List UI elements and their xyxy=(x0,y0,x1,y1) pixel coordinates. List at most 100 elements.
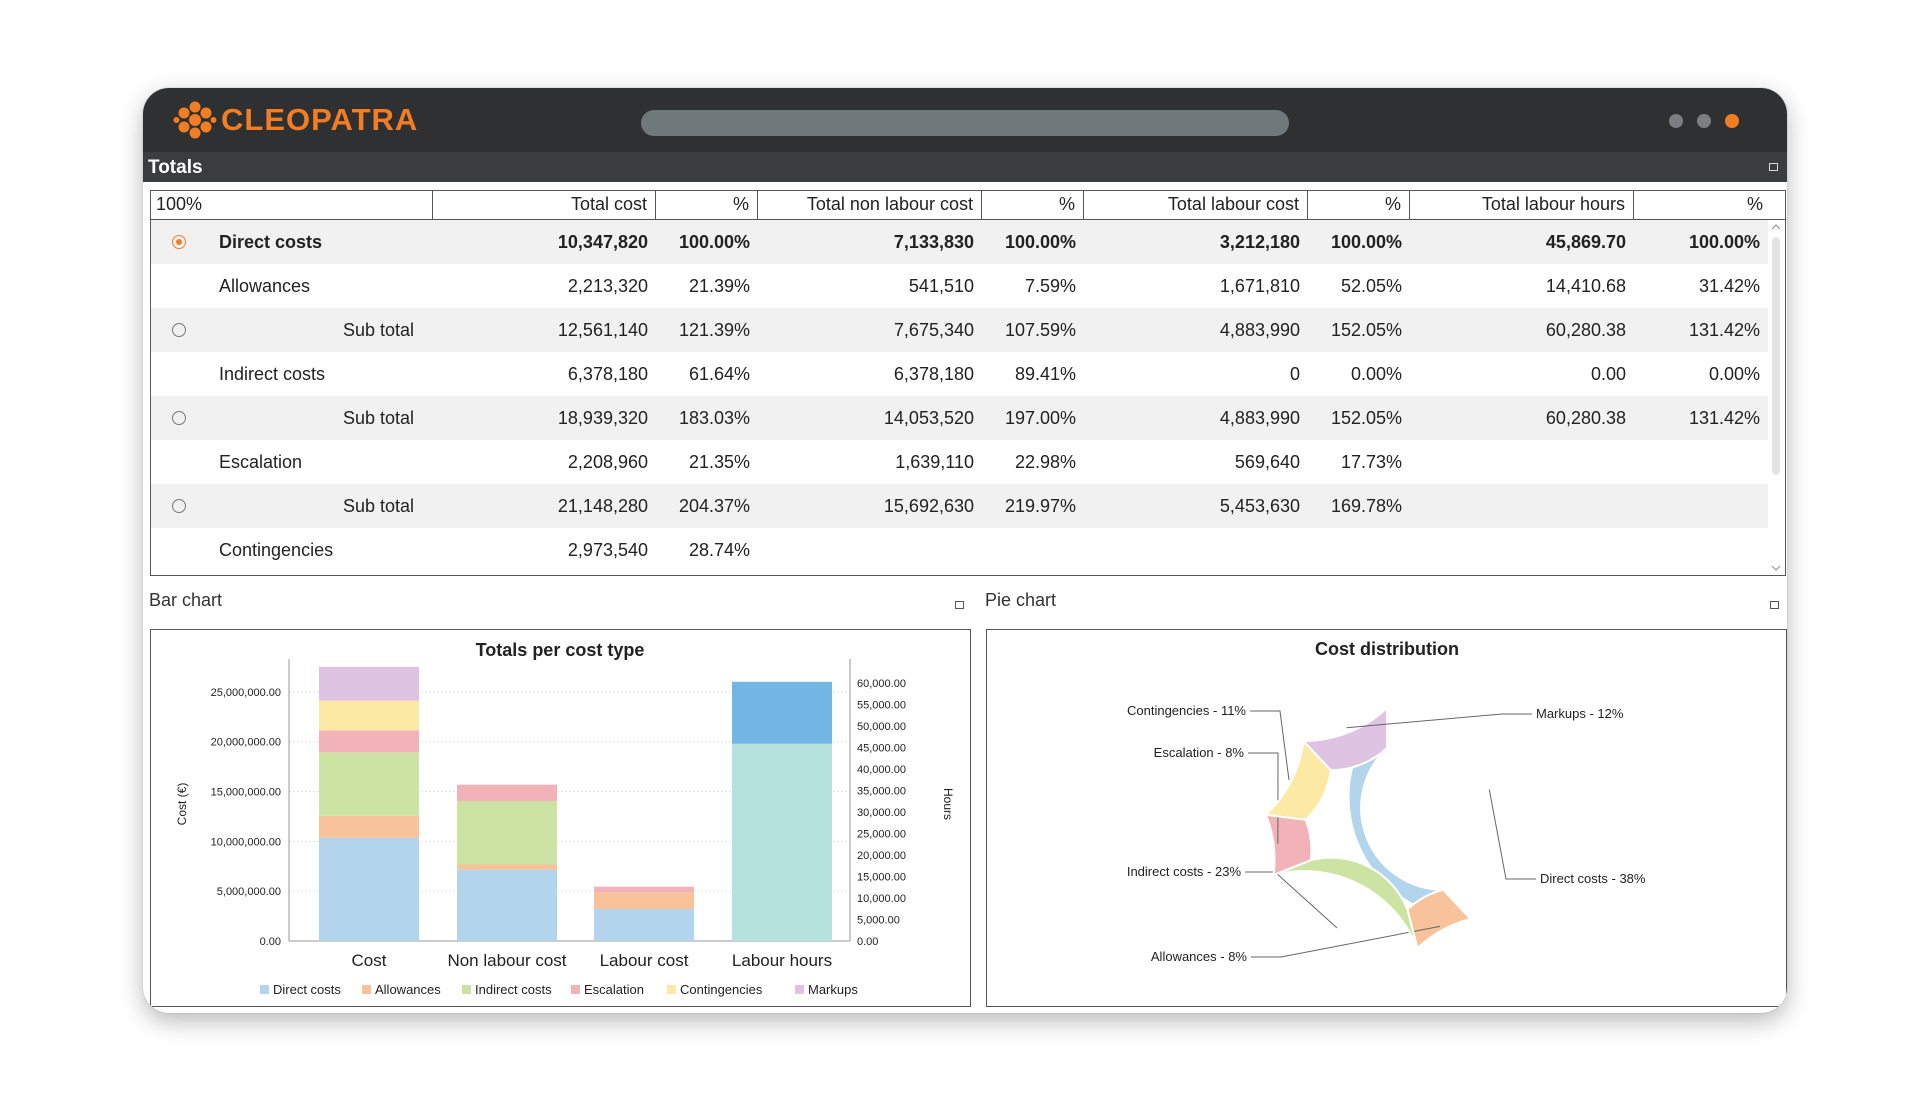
maximize-pie-chart-icon[interactable] xyxy=(1770,601,1779,609)
column-header[interactable]: 100% xyxy=(156,194,203,214)
legend-swatch xyxy=(362,985,371,994)
legend-swatch xyxy=(795,985,804,994)
table-scrollbar[interactable] xyxy=(1769,219,1783,575)
column-header[interactable]: Total labour hours xyxy=(1409,191,1633,219)
table-row[interactable]: Indirect costs 6,378,180 61.64% 6,378,180 89… xyxy=(151,352,1768,396)
row-label: Sub total xyxy=(343,408,415,428)
y2-tick-label: 35,000.00 xyxy=(857,786,906,798)
bar-segment[interactable] xyxy=(457,800,557,865)
column-header[interactable]: % xyxy=(655,191,757,219)
table-cell: 1,671,810 xyxy=(1219,276,1300,296)
bar-segment[interactable] xyxy=(732,743,832,941)
row-radio-button[interactable] xyxy=(172,235,186,249)
legend-swatch xyxy=(260,985,269,994)
totals-table: 100% Total cost % Total non labour cost … xyxy=(150,190,1786,576)
chart-title: Totals per cost type xyxy=(476,640,645,660)
slice-label: Direct costs - 38% xyxy=(1540,871,1646,886)
bar-segment[interactable] xyxy=(457,869,557,941)
table-cell: 22.98% xyxy=(1014,452,1076,472)
table-cell: 12,561,140 xyxy=(557,320,648,340)
table-row[interactable]: Escalation 2,208,960 21.35% 1,639,110 22.98%… xyxy=(151,440,1768,484)
bar-panel-title: Bar chart xyxy=(149,590,223,610)
bar-segment[interactable] xyxy=(319,700,419,731)
table-cell: 21.35% xyxy=(688,452,750,472)
address-bar[interactable] xyxy=(641,110,1289,136)
table-cell: 18,939,320 xyxy=(557,408,648,428)
column-header[interactable]: Total cost xyxy=(432,191,655,219)
table-cell: 100.00% xyxy=(1330,232,1402,252)
legend-label: Indirect costs xyxy=(475,982,552,997)
table-cell: 21.39% xyxy=(688,276,750,296)
bar-segment[interactable] xyxy=(319,837,419,941)
bar-segment[interactable] xyxy=(457,784,557,801)
row-radio-button[interactable] xyxy=(172,411,186,425)
table-row[interactable]: Sub total 21,148,280 204.37% 15,692,630 219.… xyxy=(151,484,1768,528)
row-label: Direct costs xyxy=(219,232,323,252)
table-cell: 5,453,630 xyxy=(1219,496,1300,516)
y-tick-label: 20,000,000.00 xyxy=(211,737,281,749)
brand-name: CLEOPATRA xyxy=(221,102,419,137)
table-cell: 183.03% xyxy=(678,408,750,428)
table-cell: 569,640 xyxy=(1234,452,1300,472)
bar-segment[interactable] xyxy=(319,730,419,753)
bar-segment[interactable] xyxy=(594,908,694,941)
window-dot-3[interactable] xyxy=(1725,114,1739,128)
scroll-down-icon[interactable] xyxy=(1769,563,1783,573)
column-header[interactable]: Total labour cost xyxy=(1083,191,1307,219)
table-cell: 131.42% xyxy=(1688,408,1760,428)
bar-segment[interactable] xyxy=(457,864,557,870)
chart-title: Cost distribution xyxy=(1315,639,1459,659)
window-dot-1[interactable] xyxy=(1669,114,1683,128)
bar-segment[interactable] xyxy=(594,892,694,909)
pie-slice[interactable] xyxy=(1301,705,1388,772)
x-category-label: Labour cost xyxy=(600,951,689,970)
table-cell: 7,675,340 xyxy=(893,320,974,340)
column-header[interactable]: % xyxy=(981,191,1083,219)
table-cell: 100.00% xyxy=(1688,232,1760,252)
table-cell: 4,883,990 xyxy=(1219,408,1300,428)
row-radio-button[interactable] xyxy=(172,323,186,337)
bar-segment[interactable] xyxy=(319,752,419,816)
y2-tick-label: 20,000.00 xyxy=(857,850,906,862)
column-header[interactable]: % xyxy=(1307,191,1409,219)
y2-tick-label: 5,000.00 xyxy=(857,915,900,927)
slice-leader-line xyxy=(1250,710,1290,781)
table-row[interactable]: Sub total 12,561,140 121.39% 7,675,340 107.5… xyxy=(151,308,1768,352)
bar-segment[interactable] xyxy=(594,886,694,893)
column-header[interactable]: Total non labour cost xyxy=(757,191,981,219)
slice-leader-line xyxy=(1245,871,1338,929)
legend-label: Escalation xyxy=(584,982,644,997)
brand-logo[interactable]: CLEOPATRA xyxy=(173,100,418,140)
table-row[interactable]: Direct costs 10,347,820 100.00% 7,133,830 10… xyxy=(151,220,1768,264)
row-label: Sub total xyxy=(343,320,415,340)
maximize-bar-chart-icon[interactable] xyxy=(955,601,964,609)
table-cell: 17.73% xyxy=(1340,452,1402,472)
table-cell: 219.97% xyxy=(1004,496,1076,516)
slice-leader-line xyxy=(1346,713,1532,729)
bar-segment[interactable] xyxy=(319,666,419,701)
y-tick-label: 10,000,000.00 xyxy=(211,836,281,848)
y2-axis-label: Hours xyxy=(941,788,955,820)
table-cell: 14,053,520 xyxy=(883,408,974,428)
bar-segment[interactable] xyxy=(732,681,832,744)
slice-label: Indirect costs - 23% xyxy=(1127,864,1242,879)
table-row[interactable]: Sub total 18,939,320 183.03% 14,053,520 197.… xyxy=(151,396,1768,440)
scrollbar-thumb[interactable] xyxy=(1772,237,1780,475)
y-axis-label: Cost (€) xyxy=(175,783,189,826)
table-row[interactable]: Contingencies 2,973,540 28.74% xyxy=(151,528,1768,572)
column-header[interactable]: % xyxy=(1633,191,1785,219)
bar-segment[interactable] xyxy=(319,815,419,838)
scroll-up-icon[interactable] xyxy=(1769,222,1783,232)
table-cell: 3,212,180 xyxy=(1219,232,1300,252)
table-cell: 21,148,280 xyxy=(557,496,648,516)
app-window: CLEOPATRA Totals 100% Total cost % Total… xyxy=(143,88,1787,1013)
legend-label: Allowances xyxy=(375,982,441,997)
maximize-totals-icon[interactable] xyxy=(1769,163,1778,171)
table-cell: 14,410.68 xyxy=(1545,276,1626,296)
table-cell: 1,639,110 xyxy=(895,452,974,472)
table-row[interactable]: Allowances 2,213,320 21.39% 541,510 7.59% 1,6… xyxy=(151,264,1768,308)
table-cell: 541,510 xyxy=(908,276,974,296)
bar-chart: Totals per cost type 0.00 5,000,000.00 10,0… xyxy=(150,629,971,1007)
row-radio-button[interactable] xyxy=(172,499,186,513)
window-dot-2[interactable] xyxy=(1697,114,1711,128)
